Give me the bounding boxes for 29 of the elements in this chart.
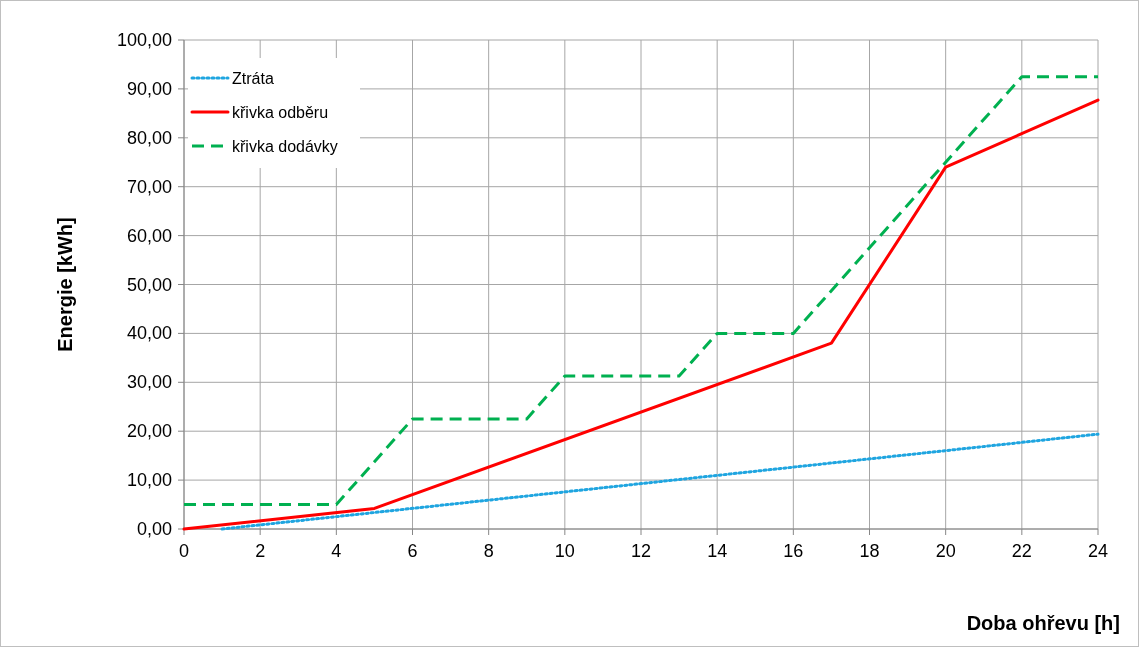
legend-label: křivka dodávky bbox=[232, 138, 338, 155]
legend-label: Ztráta bbox=[232, 70, 274, 87]
x-tick-label: 14 bbox=[707, 541, 728, 561]
y-tick-label: 20,00 bbox=[126, 421, 172, 442]
x-tick-label: 16 bbox=[783, 541, 804, 561]
x-tick-label: 4 bbox=[331, 541, 342, 561]
x-tick-label: 8 bbox=[483, 541, 494, 561]
y-tick-label: 30,00 bbox=[126, 372, 172, 393]
y-tick-label: 50,00 bbox=[126, 274, 172, 295]
legend-label: křivka odběru bbox=[232, 104, 329, 121]
x-tick-label: 0 bbox=[178, 541, 190, 561]
y-axis-title: Energie [kWh] bbox=[54, 217, 76, 352]
y-tick-label: 60,00 bbox=[126, 225, 172, 246]
x-tick-label: 22 bbox=[1011, 541, 1032, 561]
y-tick-label: 100,00 bbox=[116, 30, 172, 50]
y-tick-label: 40,00 bbox=[126, 323, 172, 344]
y-tick-label: 10,00 bbox=[126, 470, 172, 491]
x-tick-label: 12 bbox=[630, 541, 652, 561]
x-tick-label: 2 bbox=[255, 541, 266, 561]
y-tick-label: 70,00 bbox=[126, 176, 172, 197]
y-tick-label: 80,00 bbox=[126, 127, 172, 148]
x-tick-label: 6 bbox=[407, 541, 418, 561]
x-tick-label: 24 bbox=[1087, 541, 1109, 561]
y-tick-label: 90,00 bbox=[126, 78, 172, 99]
x-tick-label: 10 bbox=[554, 541, 575, 561]
y-tick-label: 0,00 bbox=[136, 519, 172, 539]
x-tick-label: 18 bbox=[859, 541, 880, 561]
x-tick-label: 20 bbox=[935, 541, 956, 561]
x-axis-title: Doba ohřevu [h] bbox=[966, 612, 1120, 634]
